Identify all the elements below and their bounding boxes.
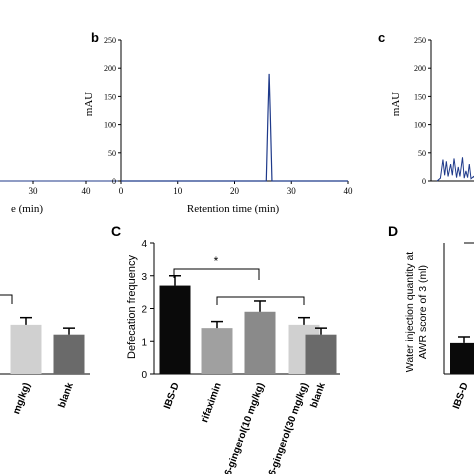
panel-a-chromatogram: 30 40 e (min) bbox=[0, 180, 120, 215]
panel-b-series-line bbox=[121, 73, 348, 182]
panel-B-bar-chart: mg/kg) blank bbox=[0, 294, 90, 416]
panel-D-label: D bbox=[388, 223, 398, 239]
panel-D-bar-chart: D IBS-D Water injection quantity at AWR … bbox=[388, 223, 474, 411]
panel-C-bar bbox=[305, 334, 337, 374]
panel-c-y-tick-label: 200 bbox=[414, 64, 426, 73]
panel-C-y-tick-label: 3 bbox=[141, 272, 147, 283]
panel-c-y-tick-label: 0 bbox=[422, 177, 426, 186]
panel-b-chromatogram: b 0 50 100 150 200 250 0 10 20 30 40 mAU Retentio… bbox=[83, 30, 353, 215]
panel-C-y-tick-label: 2 bbox=[141, 305, 147, 316]
panel-b-y-tick-label: 0 bbox=[112, 177, 116, 186]
panel-b-y-tick-label: 150 bbox=[104, 92, 116, 101]
panel-a-x-axis-label: e (min) bbox=[11, 203, 43, 215]
panel-c-y-tick-label: 50 bbox=[418, 149, 426, 158]
panel-b-y-axis-label: mAU bbox=[83, 92, 95, 117]
panel-C-y-tick-label: 0 bbox=[141, 370, 147, 381]
panel-b-x-axis-label: Retention time (min) bbox=[187, 203, 280, 215]
panel-D-bar bbox=[450, 342, 474, 374]
panel-C-bar bbox=[201, 328, 233, 374]
panel-a-tick-label: 40 bbox=[82, 186, 92, 196]
panel-D-y-axis-label-line2: AWR score of 3 (ml) bbox=[417, 265, 429, 359]
panel-C-bar bbox=[159, 285, 191, 374]
panel-b-label: b bbox=[91, 30, 99, 45]
panel-C-bracket-group bbox=[216, 296, 305, 305]
panel-B-bar bbox=[10, 324, 42, 374]
panel-b-x-tick-label: 40 bbox=[344, 186, 354, 196]
panel-C-bracket-star bbox=[173, 268, 260, 280]
panel-c-y-axis-label: mAU bbox=[390, 92, 402, 117]
panel-b-x-tick-label: 30 bbox=[287, 186, 297, 196]
panel-b-x-tick-label: 0 bbox=[119, 186, 124, 196]
panel-C-y-tick-label: 4 bbox=[141, 239, 147, 250]
panel-b-y-tick-label: 200 bbox=[104, 64, 116, 73]
panel-B-significance-bracket bbox=[0, 294, 13, 304]
panel-a-tick-label: 30 bbox=[29, 186, 39, 196]
panel-b-y-tick-label: 50 bbox=[108, 149, 116, 158]
panel-D-y-axis-label-line1: Water injection quantity at bbox=[404, 252, 416, 373]
panel-B-bar bbox=[53, 334, 85, 374]
panel-c-chromatogram: c 0 50 100 150 200 250 mAU bbox=[378, 30, 474, 186]
panel-b-x-tick-label: 20 bbox=[230, 186, 240, 196]
panel-C-bar bbox=[244, 311, 276, 374]
panel-b-y-tick-label: 100 bbox=[104, 121, 116, 130]
panel-c-label: c bbox=[378, 30, 385, 45]
panel-C-significance-star: * bbox=[214, 254, 219, 268]
panel-b-x-tick-label: 10 bbox=[173, 186, 183, 196]
panel-c-y-tick-label: 150 bbox=[414, 92, 426, 101]
panel-C-y-axis-label: Defecation frequency bbox=[126, 255, 138, 359]
panel-b-y-tick-label: 250 bbox=[104, 36, 116, 45]
panel-c-y-tick-label: 250 bbox=[414, 36, 426, 45]
panel-c-y-tick-label: 100 bbox=[414, 121, 426, 130]
panel-C-label: C bbox=[111, 223, 121, 239]
panel-C-y-tick-label: 1 bbox=[141, 337, 147, 348]
panel-c-series-line bbox=[436, 157, 474, 182]
